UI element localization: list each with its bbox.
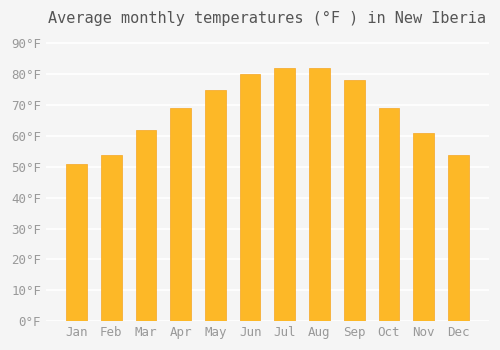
Bar (205, 90, 226, 321)
Bar (448, 154, 469, 321)
Bar (240, 74, 260, 321)
Bar (413, 133, 434, 321)
Bar (344, 80, 364, 321)
Bar (101, 154, 121, 321)
Bar (378, 108, 400, 321)
Bar (66, 164, 87, 321)
Bar (170, 108, 191, 321)
Bar (274, 68, 295, 321)
Title: Average monthly temperatures (°F ) in New Iberia: Average monthly temperatures (°F ) in Ne… (48, 11, 486, 26)
Bar (136, 130, 156, 321)
Bar (309, 68, 330, 321)
